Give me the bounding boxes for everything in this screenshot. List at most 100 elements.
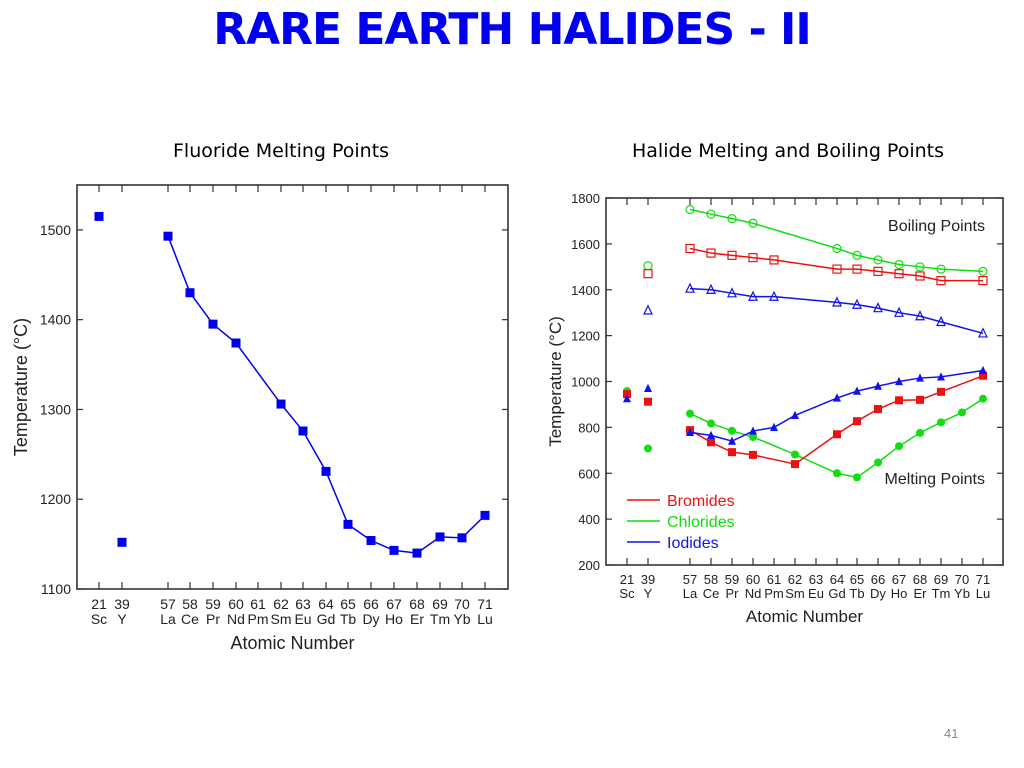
data-point-triangle [894,306,904,317]
legend-label: Iodides [667,535,719,552]
x-tick-symbol: Sc [619,586,635,601]
data-point-circle [643,261,653,271]
data-point-triangle [791,410,799,420]
data-point-circle [706,209,716,219]
x-tick-symbol: Dy [870,586,886,601]
x-tick-number: 71 [477,596,493,612]
data-point-triangle [916,373,924,382]
data-point-triangle [936,315,946,327]
legend-label: Bromides [667,493,735,510]
data-point-triangle [770,422,778,431]
annotation-boiling-points: Boiling Points [888,218,985,235]
x-tick-symbol: Yb [954,586,970,601]
x-tick-number: 70 [454,596,470,612]
legend-label: Chlorides [667,514,735,531]
x-tick-number: 64 [318,596,334,612]
y-tick-label: 1200 [40,491,71,507]
left-chart-title: Fluoride Melting Points [173,140,390,162]
page-number: 41 [944,726,959,741]
x-tick-number: 61 [250,596,266,612]
x-tick-number: 63 [295,596,311,612]
data-point-circle [916,428,924,437]
data-point-square [643,269,653,279]
data-point-circle [685,204,695,215]
data-point-square [321,466,331,476]
data-point-triangle [833,393,841,402]
y-tick-label: 400 [578,512,600,527]
x-tick-number: 61 [767,572,781,587]
x-tick-symbol: La [683,586,698,601]
data-point-circle [832,243,842,254]
data-point-triangle [769,290,779,301]
data-point-triangle [727,287,737,298]
data-point-square [728,448,736,457]
x-tick-symbol: Pr [206,611,220,627]
x-tick-symbol: Gd [317,611,336,627]
x-tick-number: 62 [273,596,289,612]
x-tick-symbol: Tm [430,611,450,627]
x-tick-symbol: Er [914,586,928,601]
data-point-square [979,371,987,380]
data-point-triangle [748,290,758,301]
data-point-circle [727,214,737,224]
x-tick-number: 57 [683,572,697,587]
x-tick-symbol: Ho [891,586,908,601]
data-point-circle [686,409,694,418]
data-point-square [852,264,862,274]
x-tick-number: 65 [850,572,864,587]
data-point-square [298,426,308,436]
annotation-melting-points: Melting Points [885,471,986,488]
data-point-square [853,417,861,426]
x-tick-number: 67 [386,596,402,612]
x-tick-symbol: Yb [453,611,470,627]
data-point-triangle [644,383,652,392]
data-point-square [185,288,195,298]
data-point-square [343,519,353,529]
x-tick-number: 21 [620,572,634,587]
data-point-square [978,275,988,286]
data-point-square [833,430,841,439]
data-point-circle [894,259,904,270]
x-tick-symbol: Dy [362,611,379,627]
data-point-triangle [915,310,925,321]
x-tick-symbol: Lu [477,611,493,627]
plot-frame [605,197,1004,566]
data-point-circle [644,444,652,453]
data-point-square [791,460,799,469]
data-point-circle [873,255,883,265]
data-point-square [727,250,737,260]
x-tick-symbol: La [160,611,176,627]
y-axis-label: Temperature (°C) [546,316,565,447]
x-tick-number: 65 [340,596,356,612]
x-tick-number: 70 [955,572,969,587]
x-tick-symbol: Lu [976,586,990,601]
data-point-circle [958,408,966,417]
data-point-triangle [706,283,716,294]
x-tick-number: 21 [91,596,107,612]
data-point-triangle [728,436,736,445]
data-point-circle [853,473,861,482]
x-tick-symbol: Eu [808,586,824,601]
data-point-triangle [874,381,882,390]
data-point-square [915,271,925,281]
data-point-square [435,532,445,542]
plot-frame [76,184,509,590]
x-tick-number: 60 [746,572,760,587]
data-point-circle [852,250,862,260]
x-tick-number: 59 [205,596,221,612]
data-point-square [480,510,490,520]
data-point-triangle [873,302,883,313]
x-tick-number: 58 [704,572,718,587]
x-tick-symbol: Y [644,586,653,601]
data-point-square [707,438,715,447]
x-tick-number: 67 [892,572,906,587]
data-point-square [916,395,924,404]
data-point-square [873,266,883,276]
data-point-triangle [832,296,842,307]
data-point-triangle [853,386,861,395]
slide-title: RARE EARTH HALIDES - II [213,4,812,55]
data-point-square [748,253,758,263]
data-point-circle [791,450,799,459]
